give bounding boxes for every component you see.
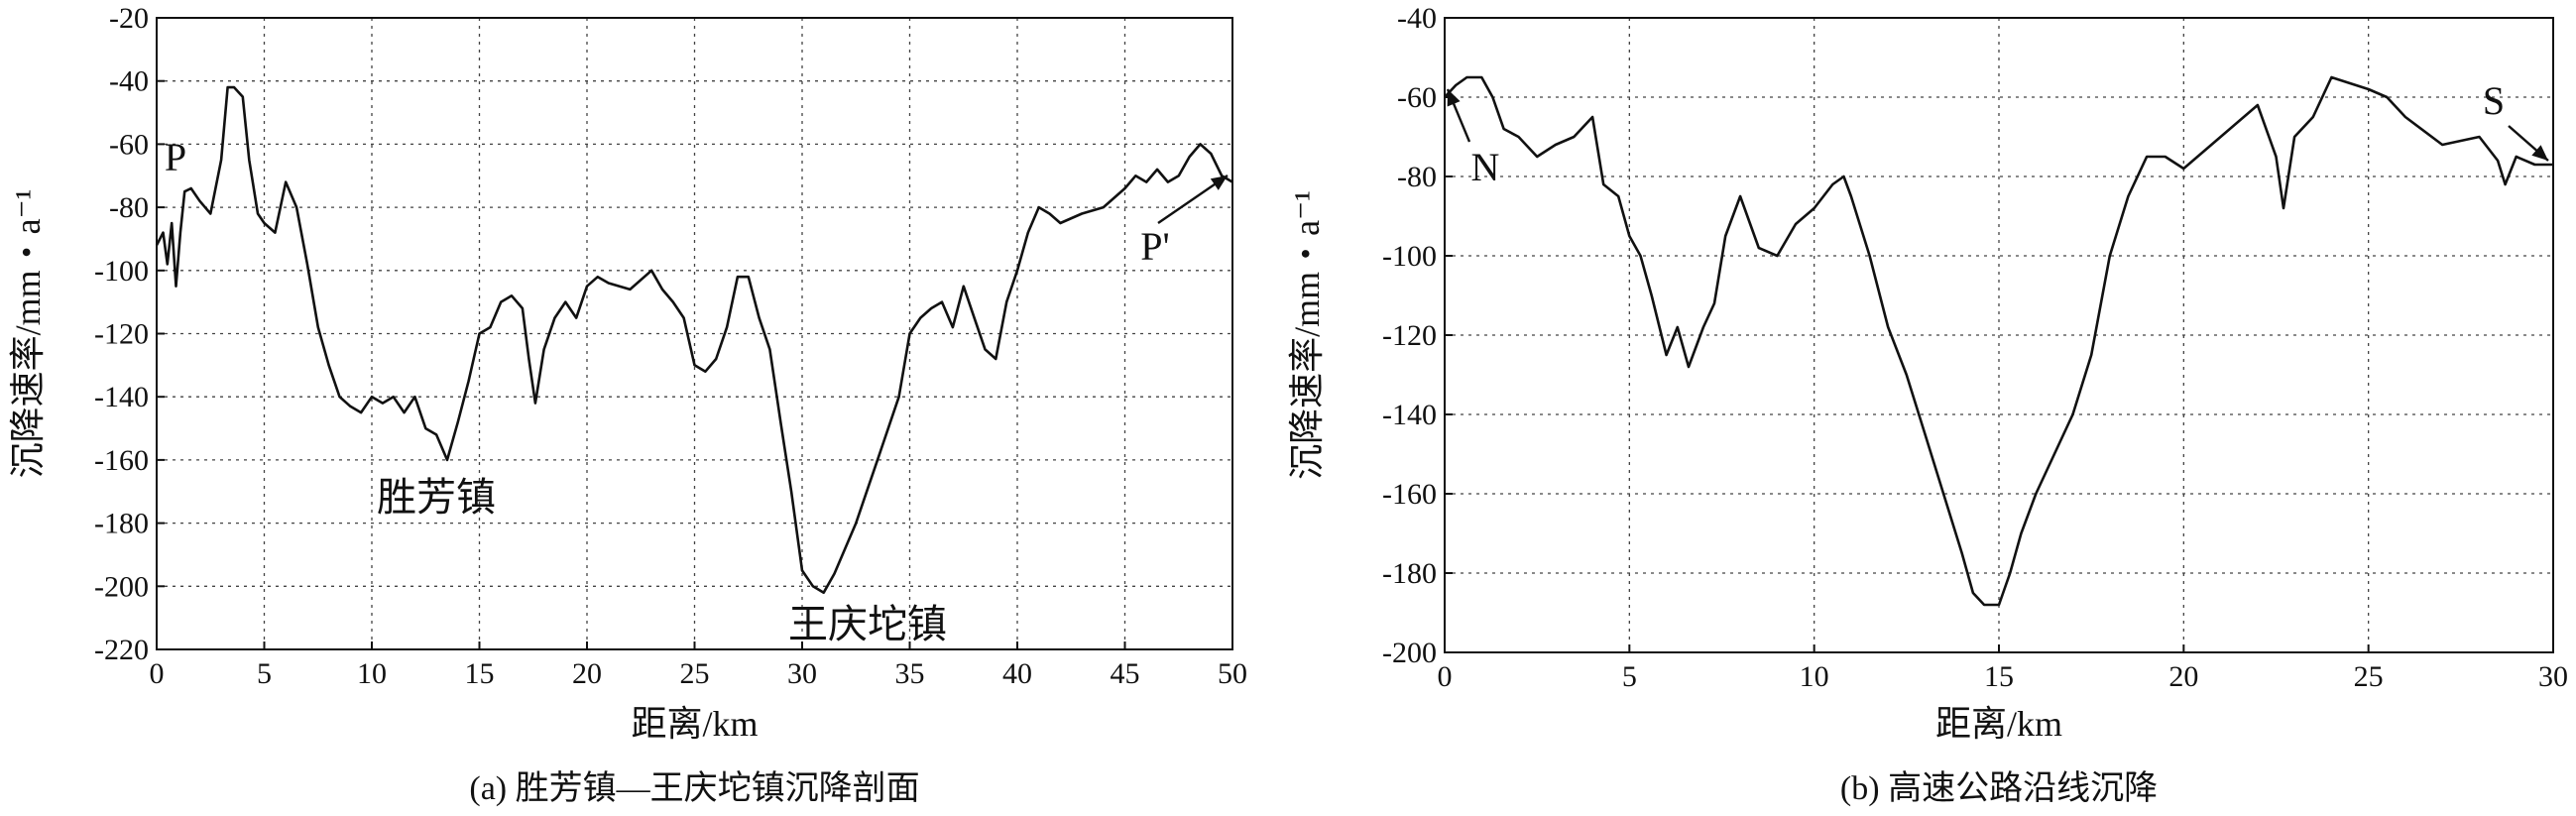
y-tick-label: -200 [94,570,149,603]
y-tick-label: -180 [1382,557,1437,590]
annotation-label: P [165,135,186,179]
annotation-label: 王庆坨镇 [788,602,947,646]
y-tick-label: -100 [94,255,149,288]
x-tick-label: 50 [1218,657,1247,690]
y-tick-label: -180 [94,508,149,540]
figure-caption: (b) 高速公路沿线沉降 [1840,769,2158,807]
chart-a-subsidence-profile: 0 5 10 15 20 25 30 35 40 45 50 -20 -40 -60 -80 -100 -120… [8,2,1247,807]
x-tick-label: 0 [150,657,165,690]
x-tick-label: 10 [1800,660,1829,693]
y-tick-label: -20 [109,2,149,35]
figure-caption: (a) 胜芳镇—王庆坨镇沉降剖面 [469,769,919,807]
arrow-head [1447,89,1461,107]
series-line [1444,75,2553,607]
x-tick-label: 0 [1438,660,1453,693]
annotation-label: 胜芳镇 [377,475,496,520]
y-tick-label: -140 [94,381,149,413]
x-tick-label: 10 [357,657,387,690]
x-tick-label: 30 [2538,660,2568,693]
x-tick-label: 15 [1984,660,2014,693]
y-tick-label: -80 [109,191,149,224]
x-tick-label: 30 [787,657,817,690]
y-axis-label: 沉降速率/mm・a⁻¹ [1287,190,1327,480]
x-axis-label: 距离/km [631,704,758,744]
x-axis-label: 距离/km [1935,704,2062,744]
x-tick-label: 25 [2354,660,2384,693]
y-tick-label: -120 [1382,319,1437,352]
y-tick-label: -40 [1397,2,1437,35]
x-tick-label: 15 [465,657,495,690]
y-tick-label: -80 [1397,161,1437,193]
x-tick-label: 45 [1111,657,1140,690]
y-tick-label: -160 [1382,478,1437,511]
arrow-head [1210,175,1228,190]
y-tick-label: -220 [94,634,149,666]
annotation-label: N [1471,145,1500,189]
y-tick-label: -140 [1382,399,1437,431]
y-axis-label: 沉降速率/mm・a⁻¹ [8,189,48,479]
arrow-head [2531,145,2548,161]
x-tick-label: 20 [2168,660,2198,693]
y-tick-label: -40 [109,65,149,98]
y-tick-label: -160 [94,444,149,477]
x-tick-label: 25 [680,657,710,690]
y-tick-label: -100 [1382,240,1437,273]
y-tick-label: -120 [94,318,149,351]
chart-b-highway-subsidence: 0 5 10 15 20 25 30 -40 -60 -80 -100 -120 -140 -160 -18… [1287,2,2568,807]
x-tick-label: 5 [1622,660,1637,693]
annotation-label: P' [1140,224,1169,269]
x-tick-label: 40 [1002,657,1032,690]
y-tick-label: -60 [109,128,149,161]
x-tick-label: 5 [257,657,272,690]
annotation-label: S [2483,78,2505,123]
x-tick-label: 20 [572,657,602,690]
y-tick-label: -60 [1397,81,1437,114]
series-line [155,85,1233,595]
x-tick-label: 35 [895,657,925,690]
y-tick-label: -200 [1382,637,1437,669]
